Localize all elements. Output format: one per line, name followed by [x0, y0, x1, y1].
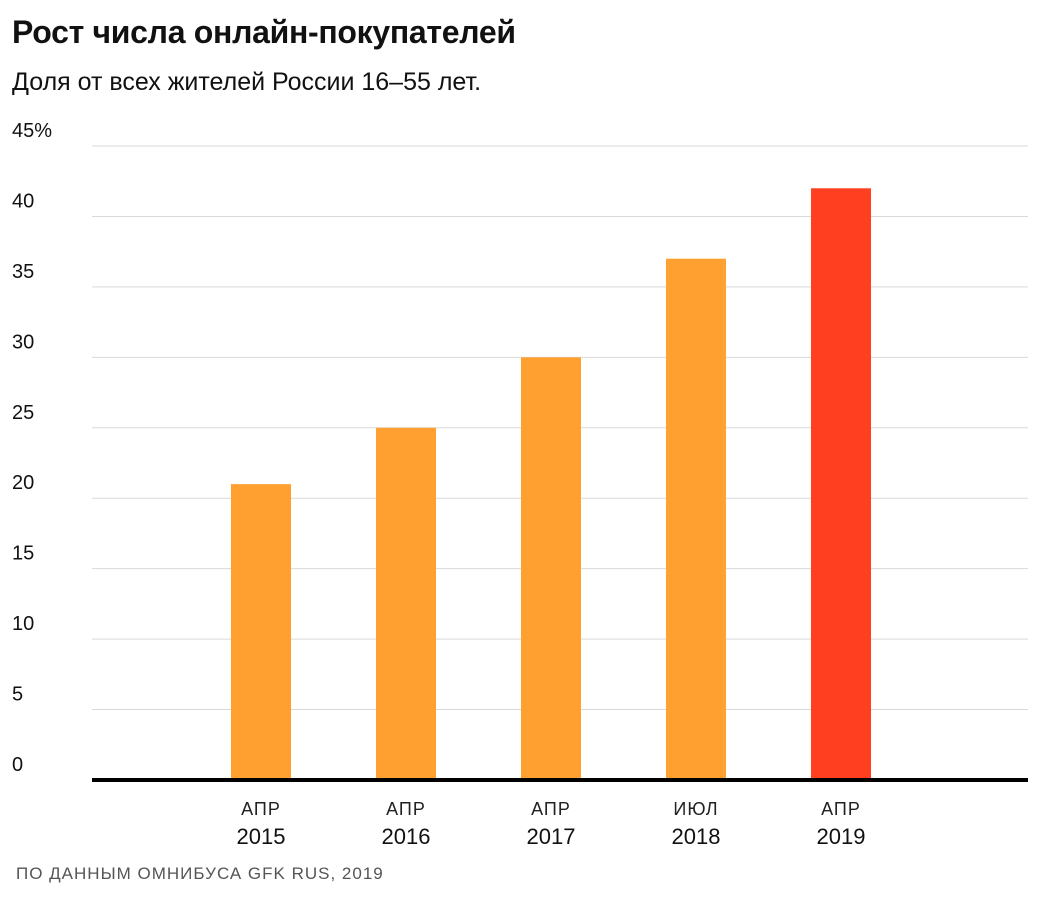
chart-title: Рост числа онлайн-покупателей	[12, 14, 516, 50]
chart-subtitle: Доля от всех жителей России 16–55 лет.	[12, 68, 482, 96]
y-tick-label: 0	[12, 754, 23, 776]
y-tick-label: 25	[12, 402, 34, 424]
bar-2015	[231, 484, 291, 780]
y-axis-ticks: 0 5 10 15 20 25 30 35 40 45%	[12, 120, 52, 776]
x-axis-labels: АПР 2015 АПР 2016 АПР 2017 ИЮЛ 2018 АПР 2019	[237, 799, 866, 849]
x-tick-month: АПР	[821, 799, 861, 819]
x-tick-month: АПР	[531, 799, 571, 819]
y-tick-label: 40	[12, 190, 34, 212]
x-tick-year: 2016	[382, 824, 431, 849]
source-note: ПО ДАННЫМ ОМНИБУСА GFK RUS, 2019	[16, 864, 384, 883]
bar-chart: 0 5 10 15 20 25 30 35 40 45% АПР 2015 АПР 2016 АПР 201…	[12, 120, 1028, 849]
bar-2017	[521, 357, 581, 780]
y-tick-label: 15	[12, 543, 34, 565]
y-tick-label: 30	[12, 331, 34, 353]
x-tick-year: 2017	[527, 824, 576, 849]
x-tick-month: АПР	[386, 799, 426, 819]
x-tick-year: 2018	[672, 824, 721, 849]
bar-2016	[376, 427, 436, 780]
y-tick-label: 10	[12, 613, 34, 635]
x-tick-year: 2015	[237, 824, 286, 849]
x-tick-year: 2019	[817, 824, 866, 849]
y-tick-label: 5	[12, 684, 23, 706]
bar-2018	[666, 258, 726, 780]
bar-2019	[811, 188, 871, 780]
bars	[231, 188, 871, 780]
y-tick-label: 20	[12, 472, 34, 494]
y-tick-label: 45%	[12, 120, 52, 142]
x-tick-month: ИЮЛ	[673, 799, 718, 819]
x-tick-month: АПР	[241, 799, 281, 819]
y-tick-label: 35	[12, 261, 34, 283]
